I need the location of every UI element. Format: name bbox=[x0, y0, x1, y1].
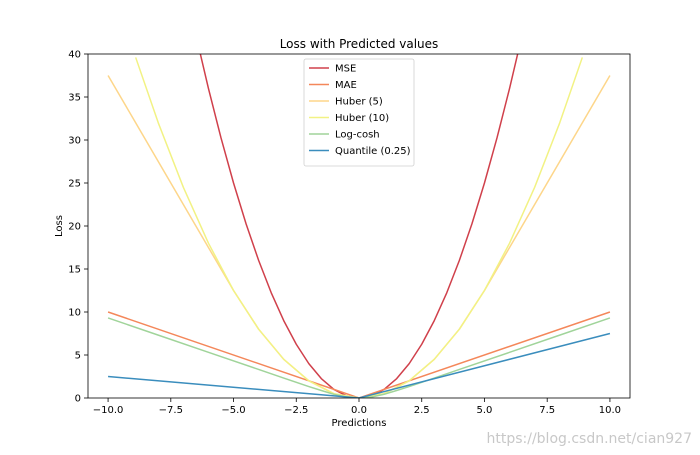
x-tick-label: −7.5 bbox=[159, 405, 183, 416]
y-tick-label: 20 bbox=[68, 222, 81, 233]
x-tick-label: −5.0 bbox=[221, 405, 245, 416]
x-tick-label: 10.0 bbox=[599, 405, 621, 416]
series-line-mae bbox=[107, 311, 611, 398]
series-line-log-cosh bbox=[107, 317, 611, 398]
y-tick-label: 40 bbox=[68, 50, 81, 61]
series-line-huber-10 bbox=[134, 57, 584, 398]
plot-lines bbox=[107, 54, 611, 398]
x-tick-label: 2.5 bbox=[414, 405, 430, 416]
legend-entry: MSE bbox=[335, 64, 356, 75]
x-axis: −10.0 −7.5 −5.0 −2.5 0.0 2.5 5.0 7.5 10.0 bbox=[93, 398, 621, 416]
legend-entry: Log-cosh bbox=[335, 130, 380, 141]
series-line-quantile-0-25 bbox=[108, 332, 611, 398]
x-axis-label: Predictions bbox=[332, 418, 387, 429]
y-tick-label: 35 bbox=[68, 93, 81, 104]
series-line-mse bbox=[199, 54, 519, 398]
y-tick-label: 25 bbox=[68, 179, 81, 190]
y-tick-label: 30 bbox=[68, 136, 81, 147]
series-line-huber-5 bbox=[107, 75, 611, 398]
legend-entry: Huber (10) bbox=[335, 113, 389, 124]
chart-title: Loss with Predicted values bbox=[280, 37, 439, 51]
legend-entry: Huber (5) bbox=[335, 97, 383, 108]
legend-entry: Quantile (0.25) bbox=[335, 146, 411, 157]
watermark: https://blog.csdn.net/cian927 bbox=[486, 431, 692, 447]
x-tick-label: 0.0 bbox=[351, 405, 367, 416]
y-axis: 0 5 10 15 20 25 30 35 40 bbox=[68, 50, 88, 405]
legend: MSE MAE Huber (5) Huber (10) Log-cosh Quantil… bbox=[303, 58, 415, 167]
x-tick-label: 5.0 bbox=[477, 405, 493, 416]
y-axis-label: Loss bbox=[54, 215, 65, 237]
y-tick-label: 15 bbox=[68, 265, 81, 276]
x-tick-label: −10.0 bbox=[93, 405, 124, 416]
y-tick-label: 0 bbox=[75, 394, 81, 405]
legend-box bbox=[303, 58, 415, 167]
legend-entry: MAE bbox=[335, 80, 357, 91]
x-tick-label: −2.5 bbox=[284, 405, 308, 416]
x-tick-label: 7.5 bbox=[539, 405, 555, 416]
y-tick-label: 5 bbox=[75, 351, 81, 362]
y-tick-label: 10 bbox=[68, 308, 81, 319]
